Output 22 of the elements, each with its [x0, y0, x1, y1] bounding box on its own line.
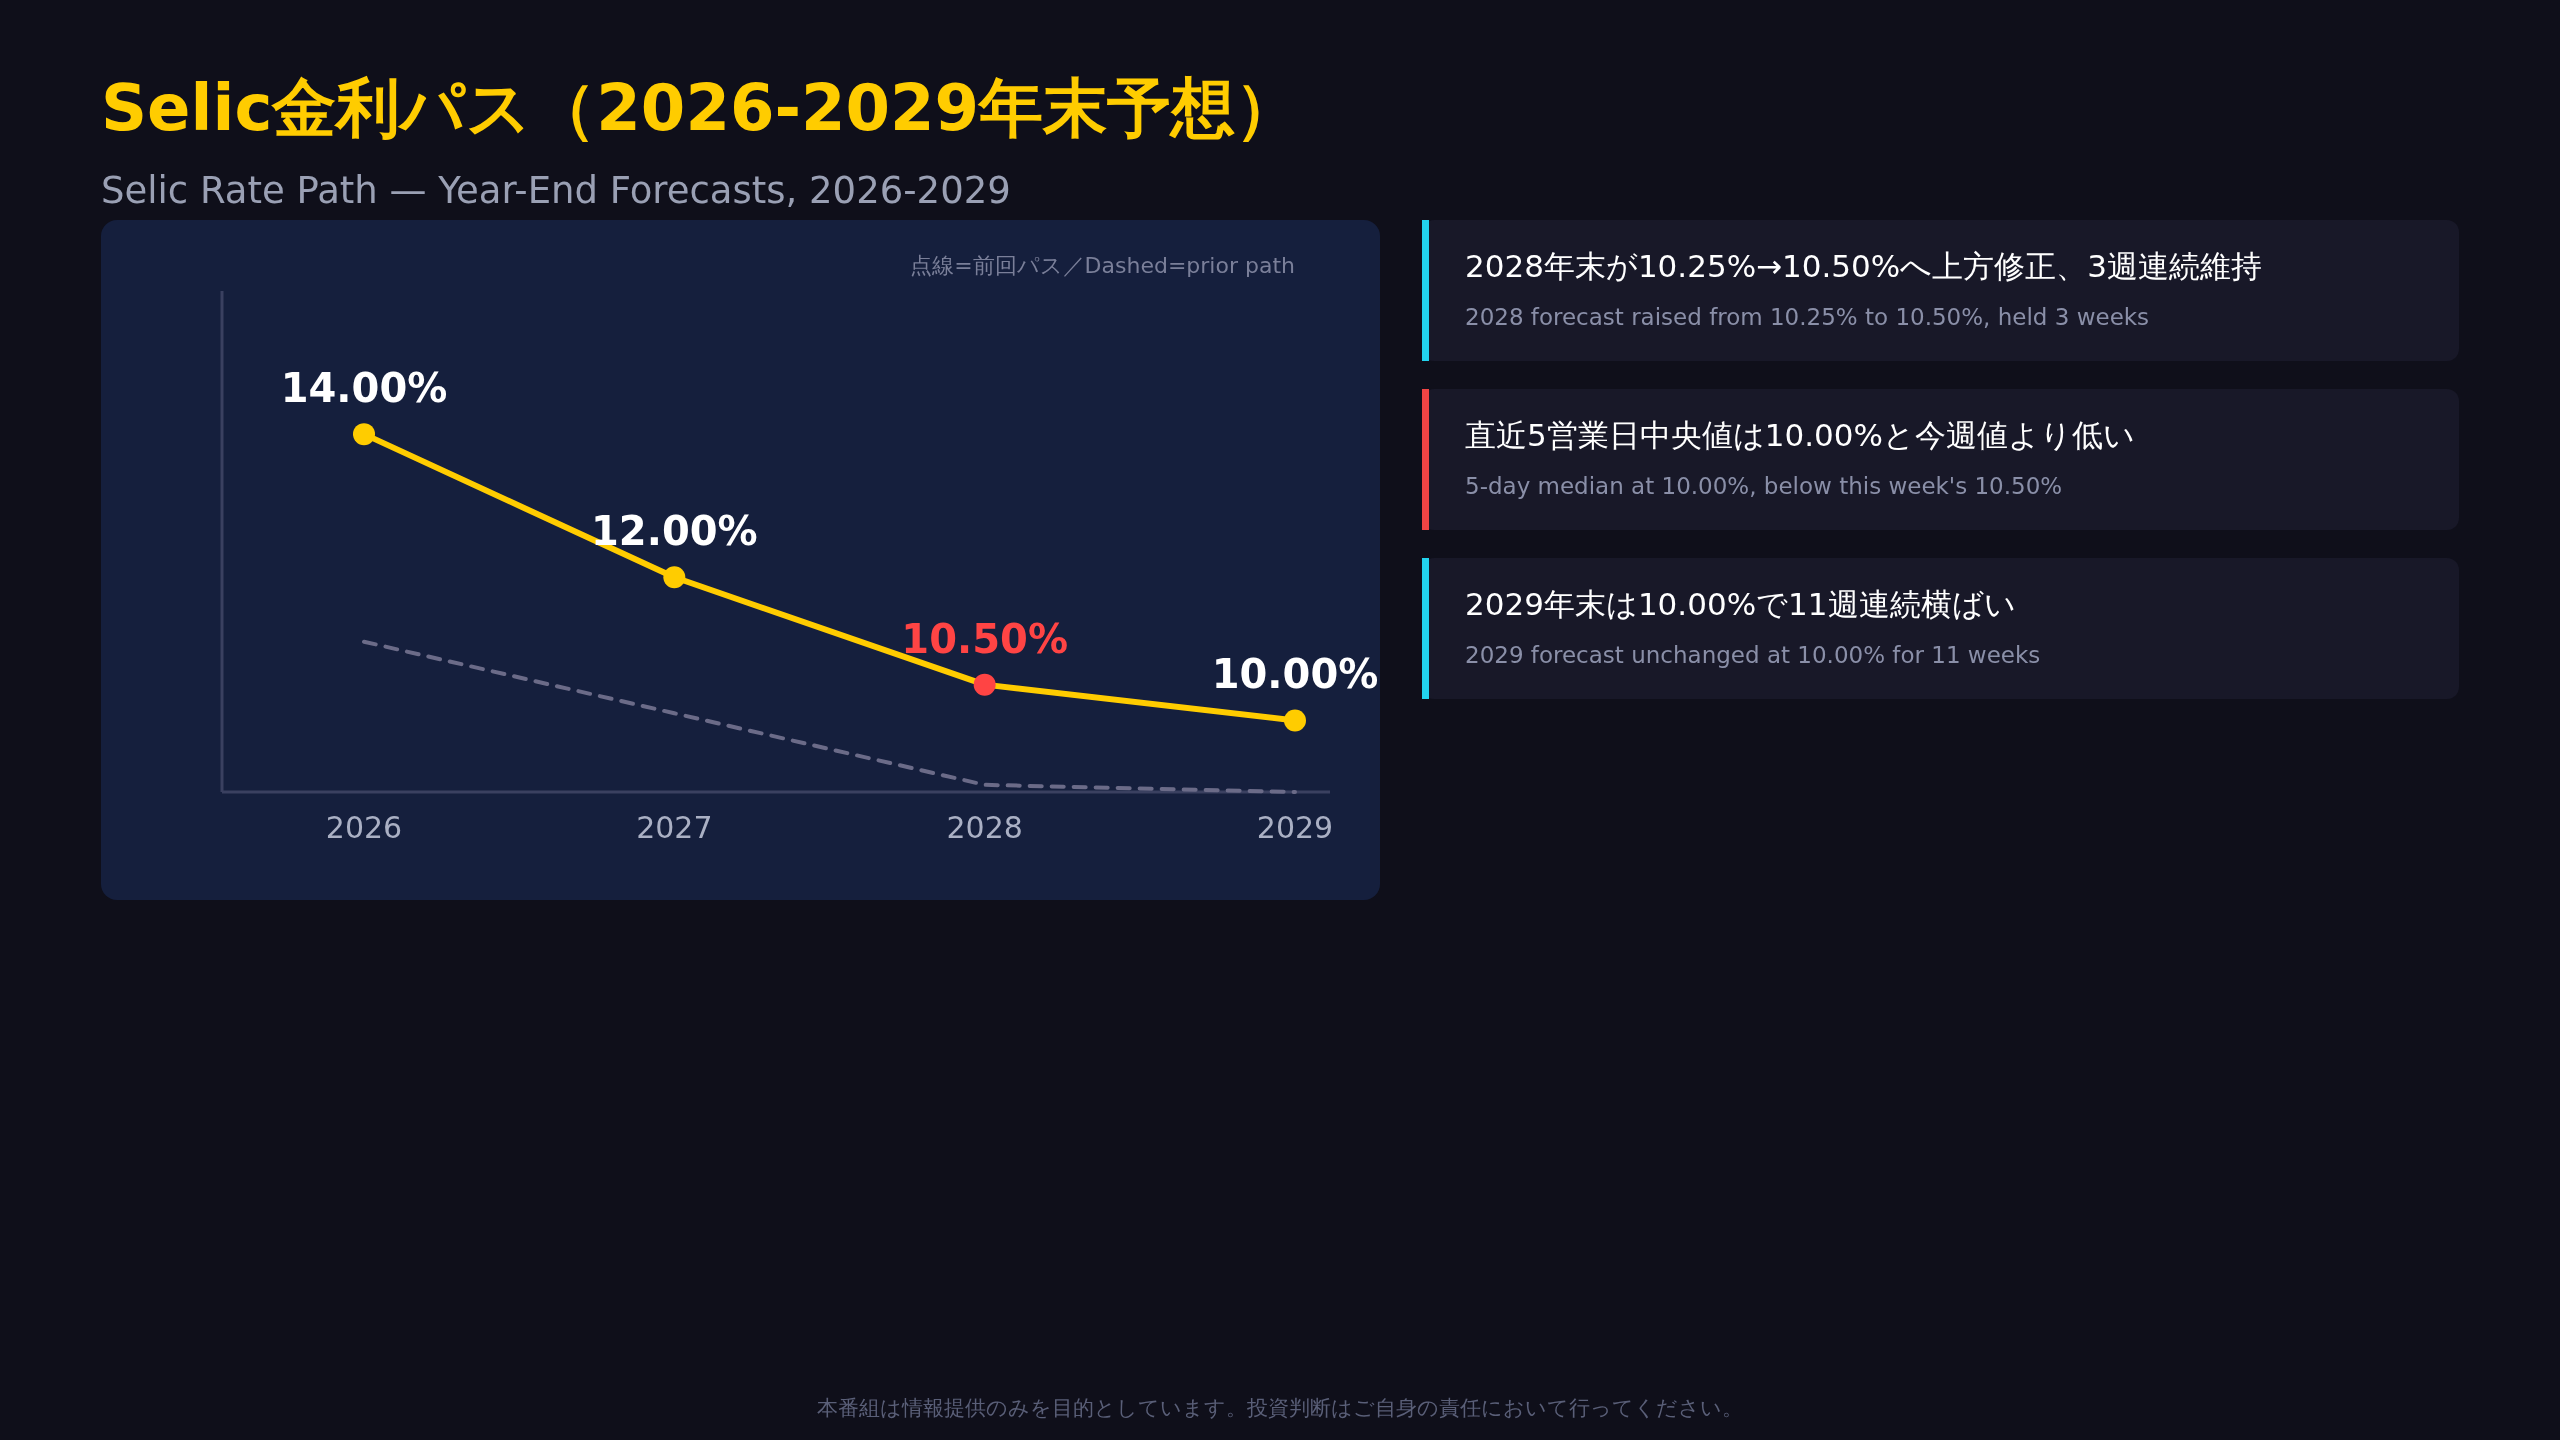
data-label: 10.00%	[1211, 651, 1379, 698]
x-tick-label: 2027	[636, 810, 713, 845]
text: 5-day median at 10.00%, below this week's 10.50%	[1465, 473, 2063, 499]
data-label: 14.00%	[280, 365, 448, 412]
point	[663, 566, 686, 589]
text: 点線=前回パス／Dashed=prior path	[910, 253, 1295, 278]
x-tick-label: 2029	[1256, 810, 1334, 845]
data-label: 10.50%	[901, 615, 1068, 662]
data-label: 12.00%	[591, 508, 758, 555]
chart-subtitle: Selic Rate Path — Year-End Forecasts, 2026-2029	[101, 169, 1011, 212]
text: 2028年末が10.25%→10.50%へ上方修正、3週連続維持	[1465, 248, 2262, 284]
text: 直近5営業日中央値は10.00%と今週値より低い	[1465, 417, 2135, 453]
text: 2029 forecast unchanged at 10.00% for 11 weeks	[1465, 642, 2041, 668]
point	[1284, 709, 1306, 732]
point	[353, 423, 375, 446]
x-tick-label: 2028	[946, 810, 1023, 845]
text: 本番組は情報提供のみを目的としています。投資判断はご自身の責任において行ってください。	[817, 1396, 1743, 1420]
point	[973, 673, 996, 696]
text: 2029年末は10.00%で11週連続横ばい	[1465, 586, 2016, 622]
x-tick-label: 2026	[325, 810, 403, 845]
chart-title: Selic金利パス（2026-2029年末予想）	[101, 71, 1300, 145]
text: 2028 forecast raised from 10.25% to 10.50%, held 3 weeks	[1465, 304, 2150, 330]
